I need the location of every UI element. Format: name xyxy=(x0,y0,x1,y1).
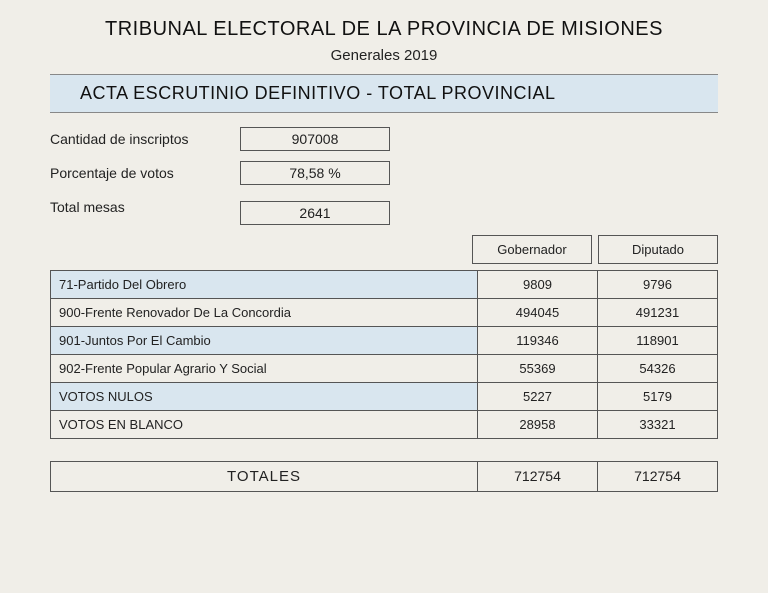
inscriptos-value: 907008 xyxy=(240,127,390,151)
inscriptos-label: Cantidad de inscriptos xyxy=(50,131,240,147)
party-name: 900-Frente Renovador De La Concordia xyxy=(51,299,478,327)
value-gobernador: 494045 xyxy=(478,299,598,327)
summary-block: Cantidad de inscriptos 907008 Porcentaje… xyxy=(50,127,718,225)
value-gobernador: 9809 xyxy=(478,271,598,299)
summary-row-porcentaje: Porcentaje de votos 78,58 % xyxy=(50,161,718,185)
value-diputado: 33321 xyxy=(598,411,718,439)
party-name: 901-Juntos Por El Cambio xyxy=(51,327,478,355)
party-name: VOTOS NULOS xyxy=(51,383,478,411)
value-gobernador: 55369 xyxy=(478,355,598,383)
title-sub: Generales 2019 xyxy=(50,47,718,64)
value-diputado: 118901 xyxy=(598,327,718,355)
value-gobernador: 119346 xyxy=(478,327,598,355)
document-page: TRIBUNAL ELECTORAL DE LA PROVINCIA DE MI… xyxy=(0,0,768,512)
value-diputado: 5179 xyxy=(598,383,718,411)
title-main: TRIBUNAL ELECTORAL DE LA PROVINCIA DE MI… xyxy=(50,18,718,41)
mesas-label: Total mesas xyxy=(50,199,240,215)
party-name: 902-Frente Popular Agrario Y Social xyxy=(51,355,478,383)
value-diputado: 54326 xyxy=(598,355,718,383)
totals-row: TOTALES 712754 712754 xyxy=(50,461,718,492)
table-row: 901-Juntos Por El Cambio119346118901 xyxy=(51,327,718,355)
value-diputado: 9796 xyxy=(598,271,718,299)
column-headers: Gobernador Diputado xyxy=(50,235,718,264)
results-table: 71-Partido Del Obrero98099796900-Frente … xyxy=(50,270,718,439)
value-gobernador: 28958 xyxy=(478,411,598,439)
table-row: 71-Partido Del Obrero98099796 xyxy=(51,271,718,299)
col-head-diputado: Diputado xyxy=(598,235,718,264)
summary-row-mesas: Total mesas 2641 xyxy=(50,195,718,225)
table-row: VOTOS EN BLANCO2895833321 xyxy=(51,411,718,439)
table-row: VOTOS NULOS52275179 xyxy=(51,383,718,411)
porcentaje-value: 78,58 % xyxy=(240,161,390,185)
table-row: 902-Frente Popular Agrario Y Social55369… xyxy=(51,355,718,383)
value-diputado: 491231 xyxy=(598,299,718,327)
totals-label: TOTALES xyxy=(50,461,478,492)
porcentaje-label: Porcentaje de votos xyxy=(50,165,240,181)
party-name: VOTOS EN BLANCO xyxy=(51,411,478,439)
summary-row-inscriptos: Cantidad de inscriptos 907008 xyxy=(50,127,718,151)
col-head-gobernador: Gobernador xyxy=(472,235,592,264)
title-band: ACTA ESCRUTINIO DEFINITIVO - TOTAL PROVI… xyxy=(50,74,718,113)
totals-gobernador: 712754 xyxy=(478,461,598,492)
results-area: Gobernador Diputado 71-Partido Del Obrer… xyxy=(50,235,718,492)
value-gobernador: 5227 xyxy=(478,383,598,411)
party-name: 71-Partido Del Obrero xyxy=(51,271,478,299)
table-row: 900-Frente Renovador De La Concordia4940… xyxy=(51,299,718,327)
mesas-value: 2641 xyxy=(240,201,390,225)
totals-diputado: 712754 xyxy=(598,461,718,492)
